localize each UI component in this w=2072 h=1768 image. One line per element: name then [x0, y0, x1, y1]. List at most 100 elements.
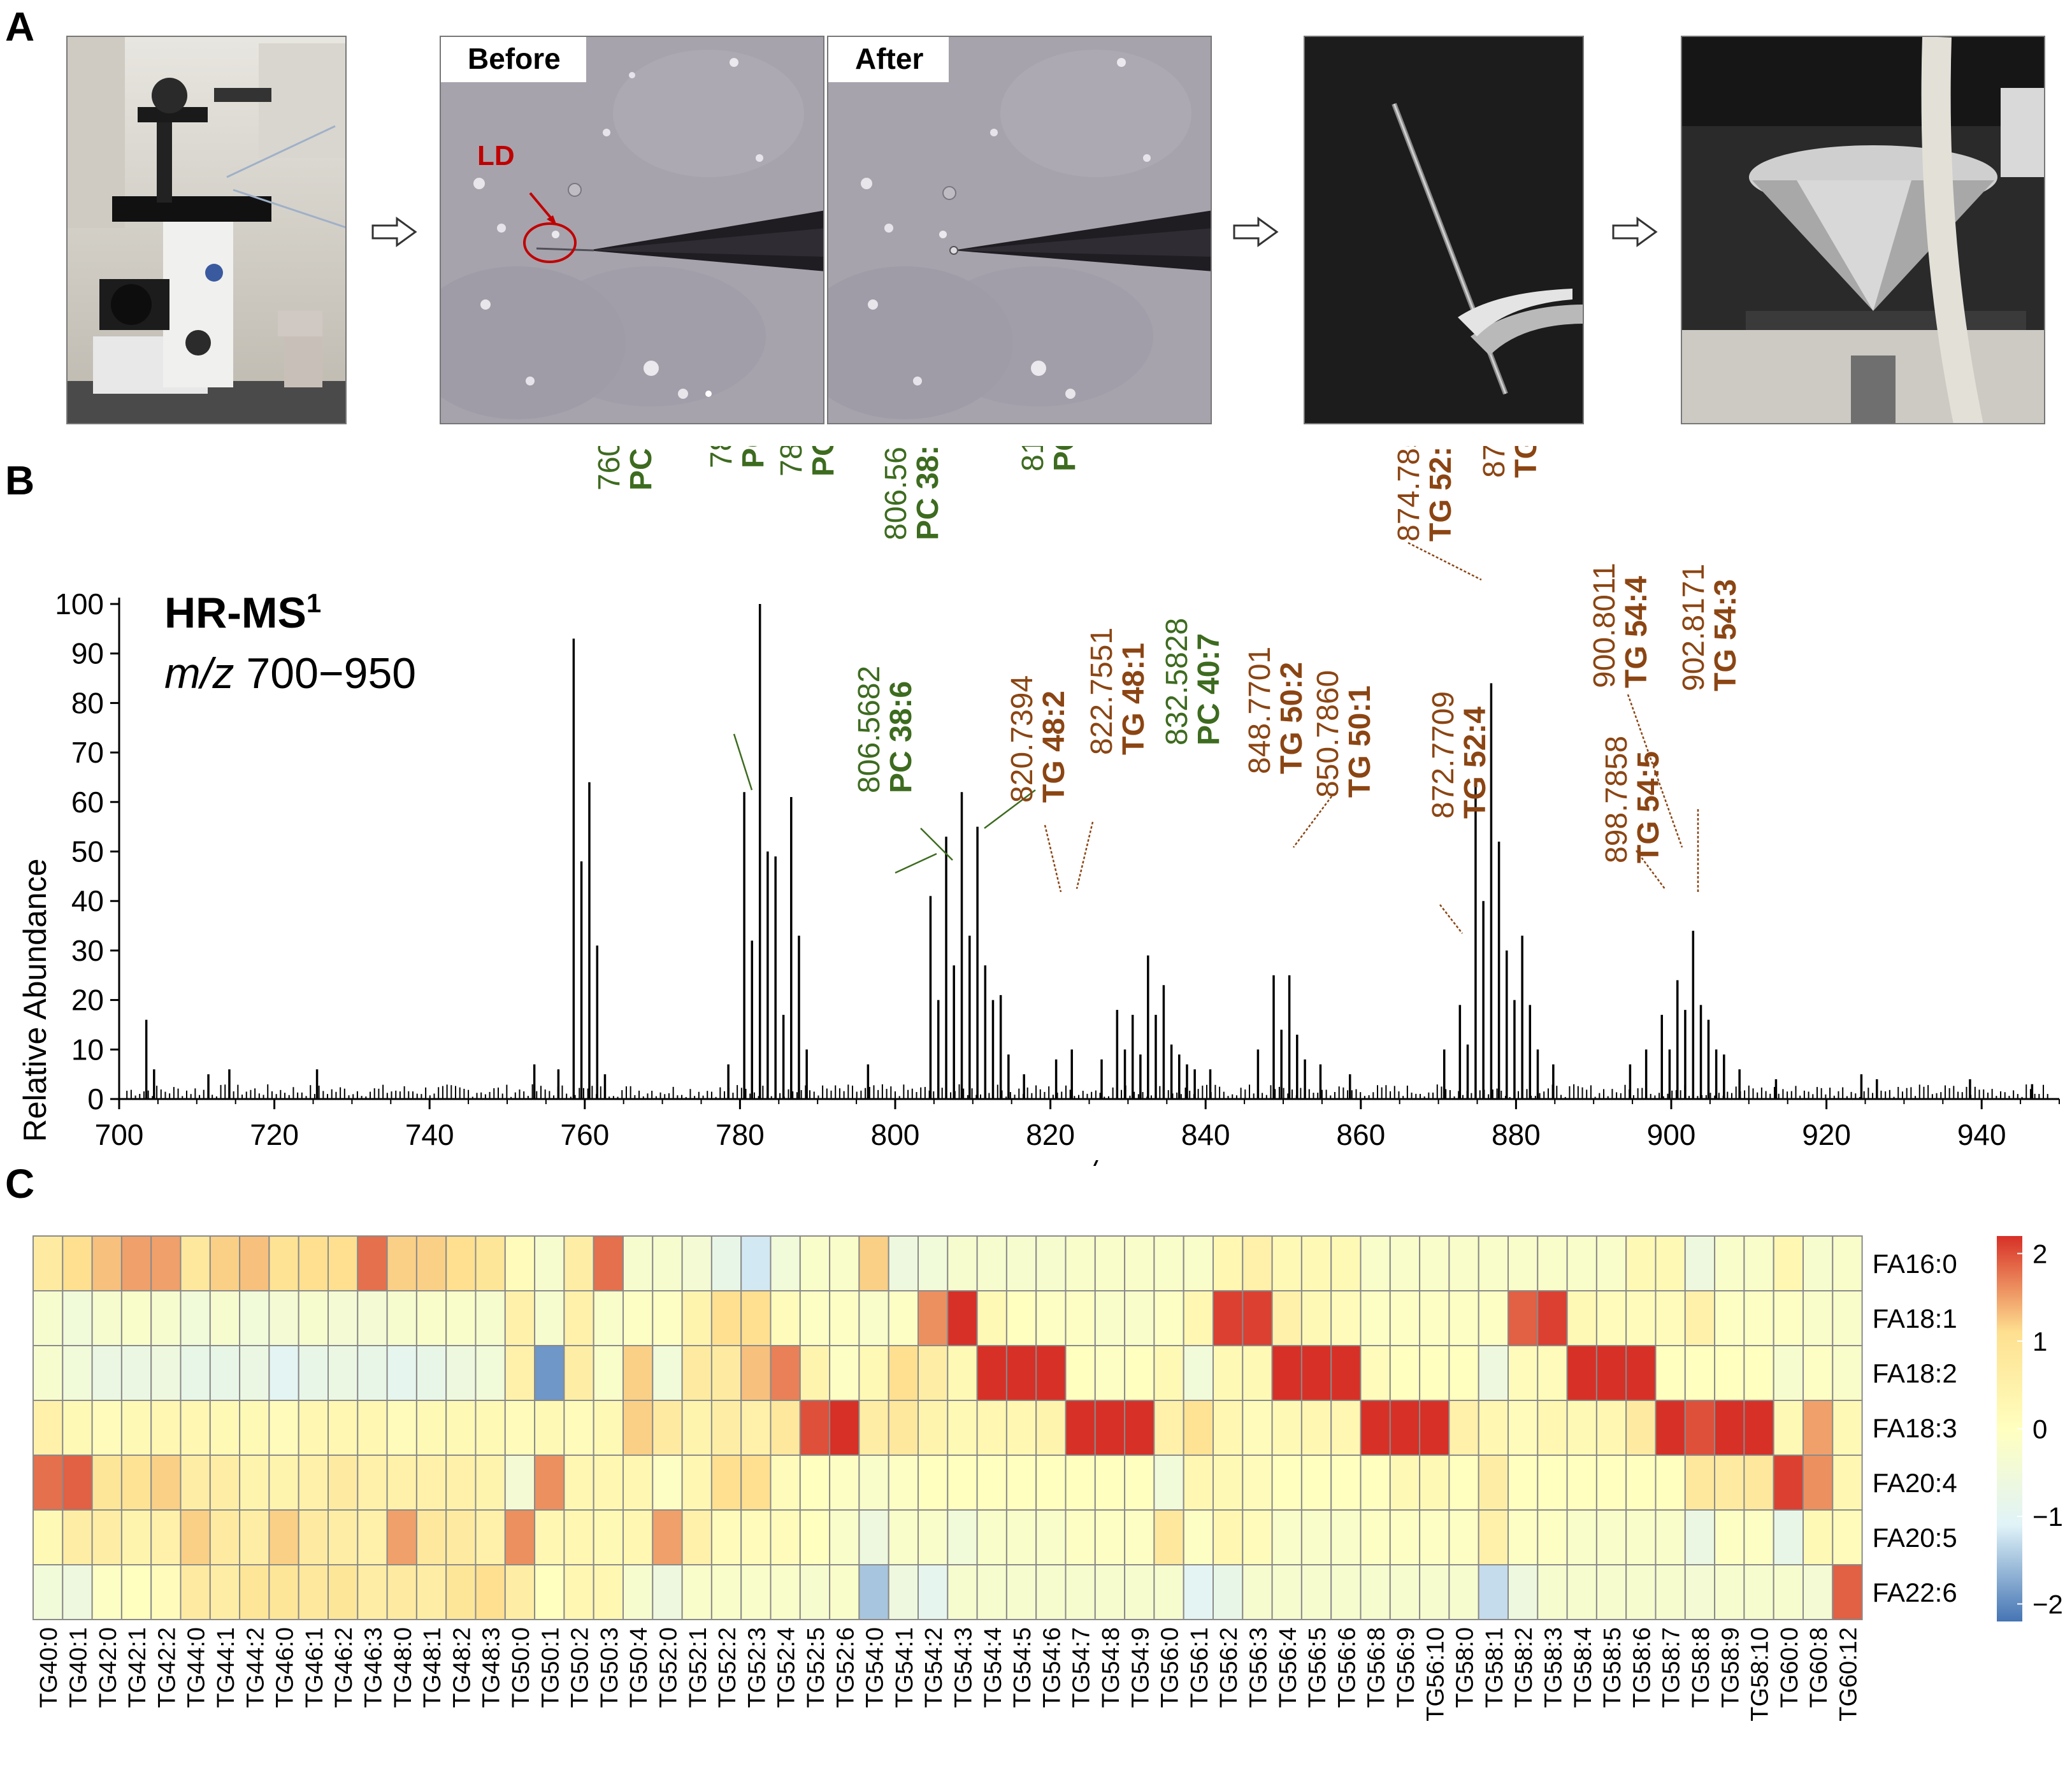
heatmap-cell	[593, 1345, 624, 1401]
heatmap-cell	[1124, 1290, 1155, 1346]
heatmap-cell	[888, 1400, 919, 1456]
heatmap-cell	[298, 1235, 329, 1291]
heatmap-cell	[180, 1400, 211, 1456]
heatmap-cell	[120, 1290, 152, 1346]
heatmap-cell	[1595, 1345, 1627, 1401]
heatmap-cell	[1389, 1509, 1421, 1565]
heatmap-column-label: TG46:3	[360, 1627, 387, 1708]
heatmap-cell	[1684, 1345, 1716, 1401]
heatmap-cell	[1153, 1290, 1184, 1346]
heatmap-cell	[268, 1290, 299, 1346]
peak-annotation: 876.8007TG 52:2	[1478, 446, 1543, 478]
heatmap-cell	[1212, 1400, 1244, 1456]
heatmap-cell	[563, 1235, 594, 1291]
heatmap-cell	[1478, 1235, 1509, 1291]
heatmap-cell	[1389, 1235, 1421, 1291]
heatmap-cell	[534, 1345, 565, 1401]
heatmap-cell	[1035, 1400, 1067, 1456]
heatmap-cell	[386, 1235, 417, 1291]
heatmap-cell	[593, 1564, 624, 1620]
peak-mz-label: 902.8171	[1677, 564, 1711, 691]
heatmap-cell	[1242, 1290, 1273, 1346]
peak-mz-label: 872.7709	[1427, 691, 1460, 819]
heatmap-cell	[947, 1564, 978, 1620]
peak-lipid-label: PC 38:4	[1048, 446, 1082, 471]
heatmap-cell	[829, 1400, 860, 1456]
heatmap-cell	[1419, 1235, 1450, 1291]
heatmap-cell	[32, 1509, 64, 1565]
heatmap-cell	[1035, 1564, 1067, 1620]
heatmap-cell	[534, 1400, 565, 1456]
peak-lipid-label: PC 34:1	[624, 446, 658, 491]
heatmap-cell	[1035, 1235, 1067, 1291]
heatmap-cell	[239, 1290, 270, 1346]
heatmap-cell	[947, 1345, 978, 1401]
heatmap-cell	[710, 1400, 742, 1456]
heatmap-cell	[622, 1400, 654, 1456]
heatmap-column-label: TG60:8	[1806, 1627, 1832, 1708]
peak-annotation: 810.6003PC 38:4	[1016, 446, 1082, 471]
heatmap-cell	[209, 1400, 241, 1456]
heatmap-column-label: TG52:6	[832, 1627, 859, 1708]
heatmap-column-label: TG40:0	[36, 1627, 62, 1708]
heatmap-cell	[91, 1235, 122, 1291]
panel-label-a: A	[5, 4, 35, 50]
heatmap-cell	[357, 1400, 388, 1456]
heatmap-cell	[1802, 1235, 1834, 1291]
heatmap-cell	[622, 1345, 654, 1401]
heatmap-cell	[1773, 1455, 1804, 1511]
heatmap-cell	[1832, 1235, 1863, 1291]
heatmap-cell	[1271, 1509, 1302, 1565]
annotation-leader	[920, 828, 953, 861]
heatmap-cell	[917, 1235, 949, 1291]
heatmap-column-label: TG52:3	[744, 1627, 770, 1708]
heatmap-cell	[1802, 1564, 1834, 1620]
heatmap-cell	[239, 1455, 270, 1511]
heatmap-cell	[829, 1290, 860, 1346]
heatmap-cell	[1094, 1290, 1126, 1346]
heatmap-cell	[770, 1290, 801, 1346]
y-tick-label: 90	[71, 637, 104, 670]
heatmap-column-label: TG54:5	[1009, 1627, 1036, 1708]
x-tick-label: 780	[716, 1118, 765, 1151]
heatmap-cell	[1448, 1235, 1479, 1291]
heatmap-column-label: TG56:9	[1393, 1627, 1420, 1708]
heatmap-cell	[1566, 1290, 1597, 1346]
annotation-superscript: 1	[306, 588, 321, 618]
y-axis-label: Relative Abundance	[17, 859, 53, 1142]
heatmap-cell	[1595, 1455, 1627, 1511]
heatmap-cell	[298, 1400, 329, 1456]
heatmap-column-label: TG60:0	[1776, 1627, 1803, 1708]
ld-marker	[523, 192, 577, 263]
heatmap-cell	[1212, 1455, 1244, 1511]
heatmap-cell	[475, 1345, 506, 1401]
heatmap-cell	[1832, 1290, 1863, 1346]
heatmap-cell	[1743, 1235, 1774, 1291]
heatmap-cell	[622, 1455, 654, 1511]
heatmap-cell	[976, 1564, 1007, 1620]
heatmap-cell	[1360, 1290, 1391, 1346]
ms-source-photo	[1681, 36, 2045, 424]
heatmap-cell	[1360, 1235, 1391, 1291]
heatmap-cell	[1300, 1564, 1332, 1620]
heatmap-cell	[1625, 1235, 1657, 1291]
heatmap-cell	[327, 1455, 359, 1511]
heatmap-cell	[1153, 1564, 1184, 1620]
heatmap-row-label: FA18:1	[1873, 1304, 1957, 1333]
heatmap-cell	[1714, 1345, 1745, 1401]
heatmap-cell	[1065, 1564, 1096, 1620]
heatmap-cell	[415, 1290, 447, 1346]
heatmap-cell	[62, 1509, 93, 1565]
heatmap-cell	[1714, 1235, 1745, 1291]
heatmap-cell	[652, 1290, 683, 1346]
heatmap-cell	[268, 1564, 299, 1620]
heatmap-cell	[209, 1564, 241, 1620]
heatmap-cell	[239, 1400, 270, 1456]
heatmap-cell	[563, 1345, 594, 1401]
peak-lipid-label: TG 50:2	[1275, 662, 1309, 774]
heatmap-cell	[1094, 1509, 1126, 1565]
